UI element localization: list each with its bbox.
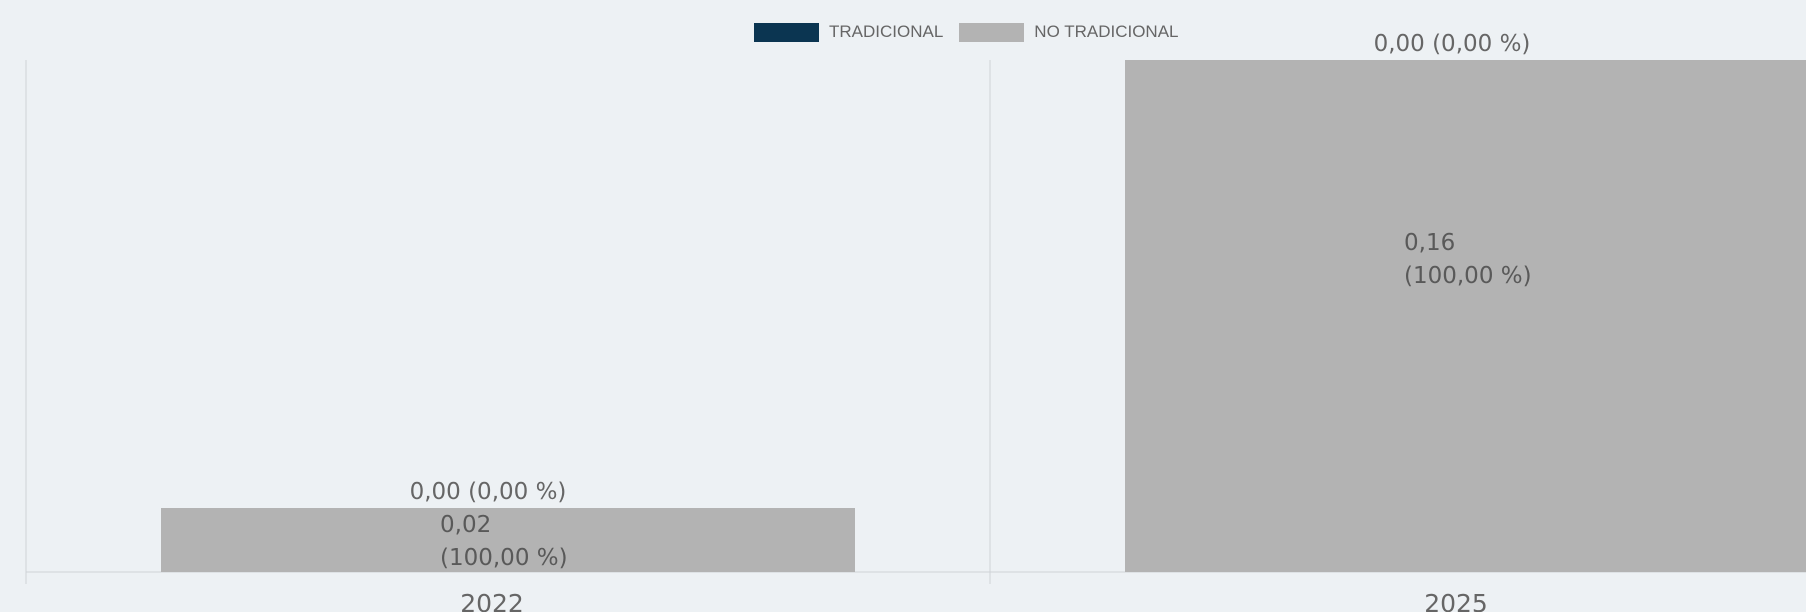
data-label-no-tradicional-2022-line2: (100,00 %) bbox=[440, 545, 568, 571]
legend: TRADICIONAL NO TRADICIONAL bbox=[754, 22, 1195, 42]
legend-label-no-tradicional: NO TRADICIONAL bbox=[1034, 22, 1179, 41]
legend-item-no-tradicional[interactable]: NO TRADICIONAL bbox=[959, 22, 1179, 42]
legend-label-tradicional: TRADICIONAL bbox=[829, 22, 944, 41]
bar-no-tradicional-2025 bbox=[1125, 60, 1806, 572]
x-tick-label-2025: 2025 bbox=[1424, 589, 1488, 612]
legend-swatch-tradicional bbox=[754, 22, 819, 42]
x-tick-label-2022: 2022 bbox=[460, 589, 524, 612]
legend-item-tradicional[interactable]: TRADICIONAL bbox=[754, 22, 943, 42]
bar-no-tradicional-2022 bbox=[161, 508, 855, 572]
data-label-no-tradicional-2025-line1: 0,16 bbox=[1404, 230, 1455, 256]
data-label-tradicional-2025: 0,00 (0,00 %) bbox=[1374, 31, 1531, 57]
data-label-no-tradicional-2022-line1: 0,02 bbox=[440, 512, 491, 538]
data-label-no-tradicional-2025-line2: (100,00 %) bbox=[1404, 263, 1532, 289]
legend-swatch-no-tradicional bbox=[959, 22, 1025, 42]
data-label-tradicional-2022: 0,00 (0,00 %) bbox=[410, 479, 567, 505]
